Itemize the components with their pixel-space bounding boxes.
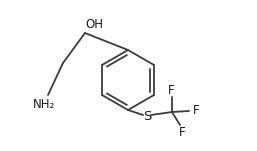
- Text: NH₂: NH₂: [33, 98, 55, 111]
- Text: F: F: [193, 104, 199, 117]
- Text: F: F: [168, 85, 174, 98]
- Text: OH: OH: [85, 19, 103, 32]
- Text: F: F: [179, 125, 185, 138]
- Text: S: S: [143, 109, 151, 122]
